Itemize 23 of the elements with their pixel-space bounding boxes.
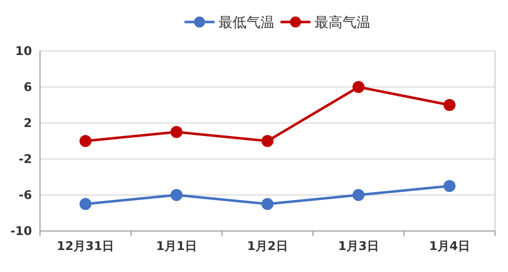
x-tick-label: 1月3日 [338,239,379,253]
legend-label: 最低气温 [218,15,274,31]
point [444,180,456,192]
point [352,189,364,201]
point [80,135,92,147]
point [444,99,456,111]
point [352,81,364,93]
y-tick-label: 2 [24,116,32,130]
x-tick-label: 1月4日 [429,239,470,253]
x-tick-label: 1月1日 [156,239,197,253]
y-tick-label: -2 [18,152,32,166]
y-tick-label: -6 [18,188,32,202]
y-tick-label: 10 [15,44,32,58]
y-tick-label: 6 [24,80,32,94]
point [262,135,274,147]
point [170,126,182,138]
x-tick-label: 1月2日 [247,239,288,253]
legend-label: 最高气温 [314,15,370,31]
x-tick-label: 12月31日 [56,239,114,253]
y-tick-label: -10 [10,224,32,238]
point [262,198,274,210]
point [170,189,182,201]
point [80,198,92,210]
